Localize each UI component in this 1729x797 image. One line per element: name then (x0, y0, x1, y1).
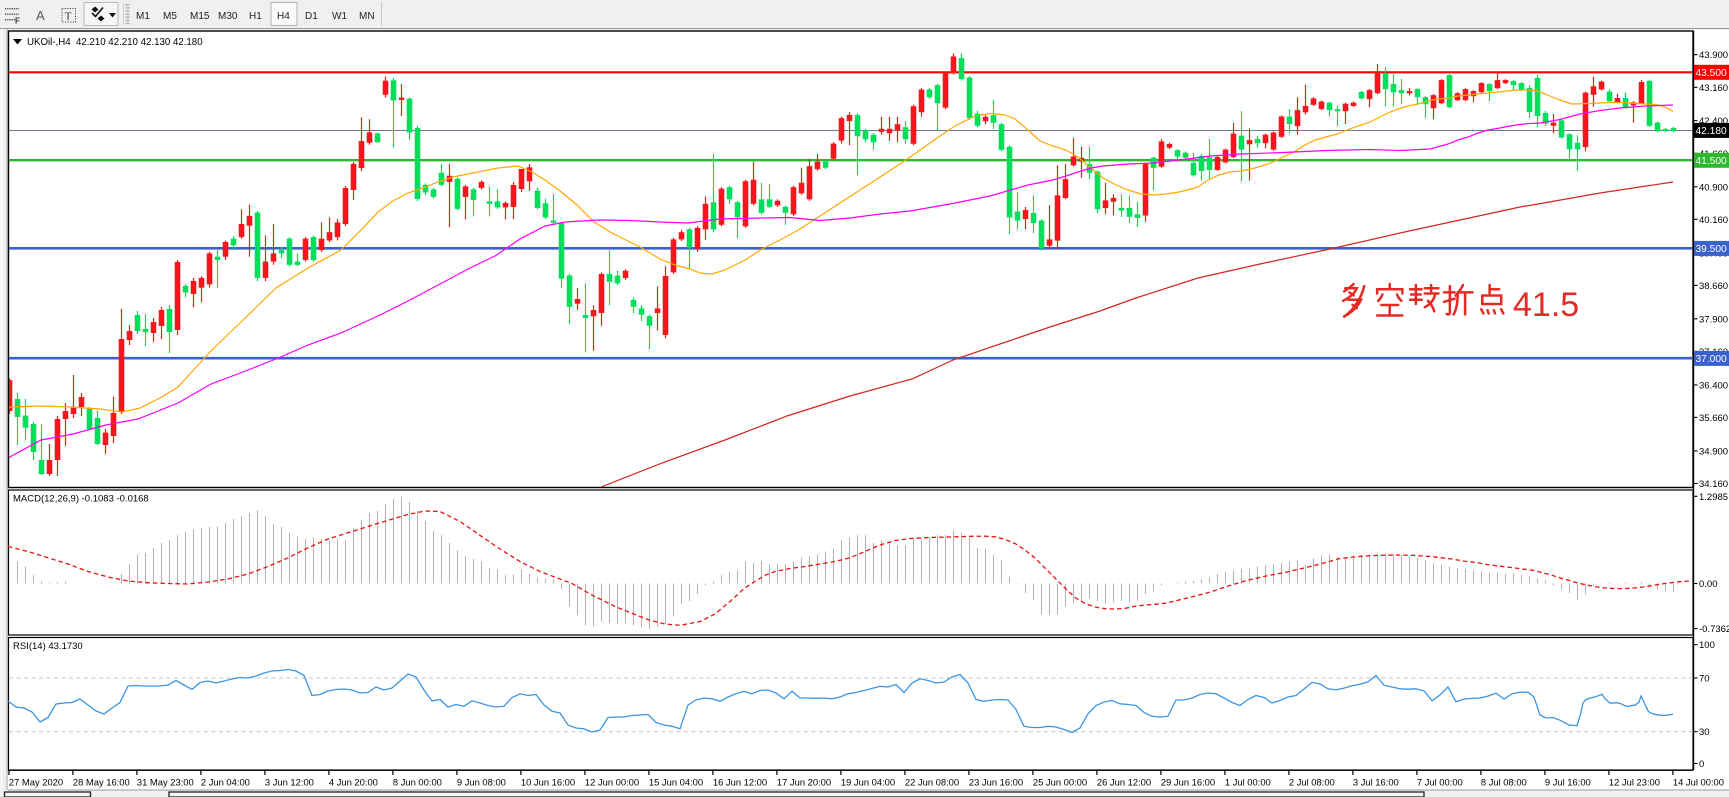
svg-text:28 May 16:00: 28 May 16:00 (73, 777, 130, 788)
svg-text:29 Jun 16:00: 29 Jun 16:00 (1161, 777, 1215, 788)
svg-text:1 Jul 00:00: 1 Jul 00:00 (1225, 777, 1271, 788)
svg-text:F: F (15, 17, 20, 26)
svg-text:2 Jun 04:00: 2 Jun 04:00 (201, 777, 250, 788)
svg-text:9 Jul 16:00: 9 Jul 16:00 (1545, 777, 1591, 788)
svg-text:8 Jun 00:00: 8 Jun 00:00 (393, 777, 442, 788)
svg-text:8 Jul 08:00: 8 Jul 08:00 (1481, 777, 1527, 788)
svg-text:25 Jun 00:00: 25 Jun 00:00 (1033, 777, 1087, 788)
svg-text:23 Jun 16:00: 23 Jun 16:00 (969, 777, 1023, 788)
svg-text:40.160: 40.160 (1699, 215, 1728, 226)
svg-text:30: 30 (1699, 727, 1710, 738)
svg-text:0.00: 0.00 (1699, 579, 1718, 590)
svg-text:10 Jun 16:00: 10 Jun 16:00 (521, 777, 575, 788)
svg-text:A: A (36, 8, 45, 23)
svg-text:37.000: 37.000 (1696, 354, 1727, 365)
svg-text:MN: MN (359, 11, 375, 22)
svg-text:41.500: 41.500 (1696, 156, 1727, 167)
svg-text:M5: M5 (163, 11, 177, 22)
svg-text:36.400: 36.400 (1699, 380, 1728, 391)
svg-text:34.160: 34.160 (1699, 479, 1728, 490)
svg-text:9 Jun 08:00: 9 Jun 08:00 (457, 777, 506, 788)
svg-text:12 Jun 00:00: 12 Jun 00:00 (585, 777, 639, 788)
svg-text:M30: M30 (218, 11, 238, 22)
svg-text:M15: M15 (190, 11, 210, 22)
svg-text:H1: H1 (249, 11, 262, 22)
svg-text:UKOil-,H4 42.210 42.210 42.13: UKOil-,H4 42.210 42.210 42.130 42.180 (27, 37, 203, 48)
svg-text:43.500: 43.500 (1696, 68, 1727, 79)
svg-text:38.660: 38.660 (1699, 281, 1728, 292)
svg-text:3 Jul 16:00: 3 Jul 16:00 (1353, 777, 1399, 788)
svg-text:22 Jun 08:00: 22 Jun 08:00 (905, 777, 959, 788)
svg-text:15 Jun 04:00: 15 Jun 04:00 (649, 777, 703, 788)
svg-text:W1: W1 (332, 11, 347, 22)
svg-text:16 Jun 12:00: 16 Jun 12:00 (713, 777, 767, 788)
svg-text:31 May 23:00: 31 May 23:00 (137, 777, 194, 788)
svg-text:RSI(14) 43.1730: RSI(14) 43.1730 (13, 641, 83, 652)
svg-text:7 Jul 00:00: 7 Jul 00:00 (1417, 777, 1463, 788)
svg-text:43.900: 43.900 (1699, 50, 1728, 61)
svg-text:42.180: 42.180 (1696, 126, 1727, 137)
svg-text:M1: M1 (136, 11, 150, 22)
svg-text:MACD(12,26,9) -0.1083 -0.0168: MACD(12,26,9) -0.1083 -0.0168 (13, 494, 149, 505)
svg-text:26 Jun 12:00: 26 Jun 12:00 (1097, 777, 1151, 788)
svg-text:40.900: 40.900 (1699, 182, 1728, 193)
svg-text:12 Jul 23:00: 12 Jul 23:00 (1609, 777, 1660, 788)
svg-text:27 May 2020: 27 May 2020 (9, 777, 63, 788)
svg-text:2 Jul 08:00: 2 Jul 08:00 (1289, 777, 1335, 788)
svg-text:100: 100 (1699, 640, 1715, 651)
svg-text:34.900: 34.900 (1699, 446, 1728, 457)
svg-text:35.660: 35.660 (1699, 413, 1728, 424)
svg-text:-0.7362: -0.7362 (1699, 624, 1729, 635)
svg-text:43.160: 43.160 (1699, 83, 1728, 94)
svg-text:39.500: 39.500 (1696, 244, 1727, 255)
svg-text:4 Jun 20:00: 4 Jun 20:00 (329, 777, 378, 788)
svg-text:3 Jun 12:00: 3 Jun 12:00 (265, 777, 314, 788)
svg-text:19 Jun 04:00: 19 Jun 04:00 (841, 777, 895, 788)
svg-text:0: 0 (1699, 759, 1704, 770)
svg-text:14 Jul 00:00: 14 Jul 00:00 (1673, 777, 1724, 788)
svg-text:70: 70 (1699, 674, 1710, 685)
svg-text:H4: H4 (277, 11, 290, 22)
svg-text:T: T (65, 11, 72, 23)
svg-text:D1: D1 (305, 11, 318, 22)
svg-text:37.900: 37.900 (1699, 314, 1728, 325)
svg-text:41.5: 41.5 (1513, 286, 1579, 324)
svg-text:17 Jun 20:00: 17 Jun 20:00 (777, 777, 831, 788)
svg-text:1.2985: 1.2985 (1699, 492, 1728, 503)
svg-text:42.400: 42.400 (1699, 116, 1728, 127)
